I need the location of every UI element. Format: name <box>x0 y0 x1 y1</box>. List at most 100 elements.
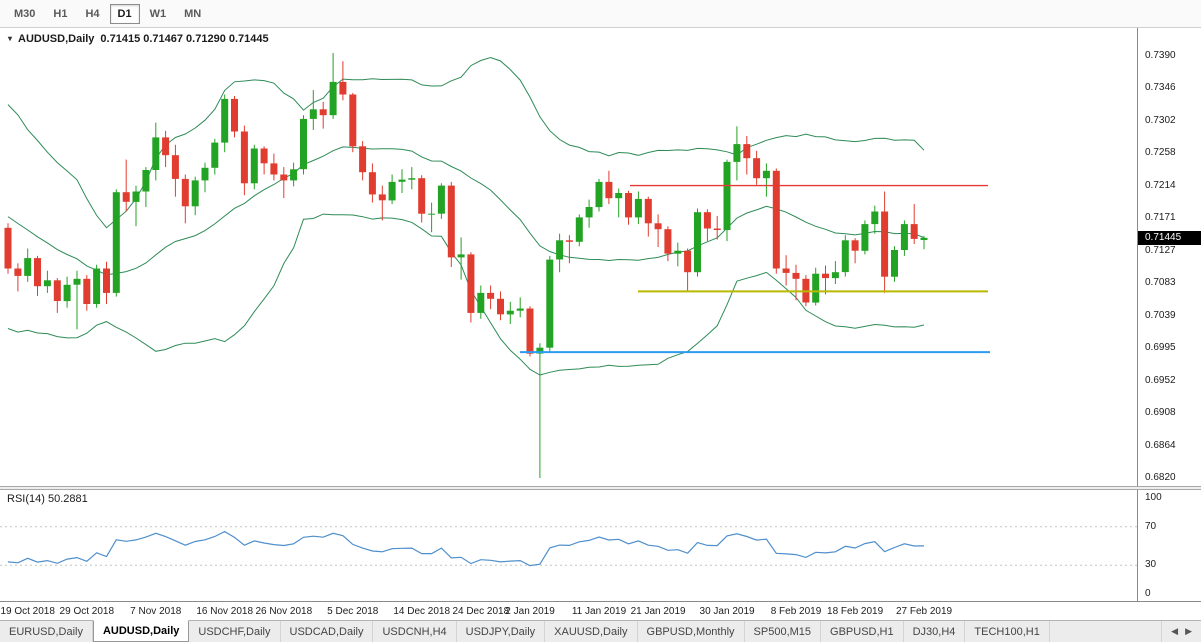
candle-body <box>723 161 731 230</box>
candle-body <box>713 228 721 230</box>
timeframe-button-w1[interactable]: W1 <box>149 7 167 20</box>
chart-tab-sp500-m15[interactable]: SP500,M15 <box>744 621 822 642</box>
candle-body <box>73 278 81 285</box>
candle-body <box>231 98 238 132</box>
candle-body <box>487 292 495 299</box>
candle-body <box>329 81 337 116</box>
candle-body <box>565 240 573 242</box>
time-axis-label: 8 Feb 2019 <box>770 606 822 617</box>
time-axis-label: 24 Dec 2018 <box>452 606 510 617</box>
candle-body <box>34 258 41 287</box>
candle-body <box>585 207 593 218</box>
candle-body <box>378 194 386 201</box>
candle-body <box>674 250 682 254</box>
one-click-trading-arrow-icon[interactable]: ▾ <box>8 34 13 43</box>
candle-body <box>891 250 898 277</box>
candle-body <box>447 185 455 258</box>
chart-tab-bar: EURUSD,Daily AUDUSD,Daily USDCHF,Daily USDC… <box>0 620 1201 642</box>
candle-body <box>497 298 504 315</box>
rsi-axis-label: 0 <box>1145 588 1151 599</box>
candle-body <box>240 131 248 184</box>
candle-body <box>398 179 406 182</box>
candle-body <box>319 109 327 116</box>
rsi-axis-label: 70 <box>1145 520 1157 532</box>
timeframe-button-mn[interactable]: MN <box>184 7 202 20</box>
candle-body <box>556 240 564 260</box>
candle-body <box>309 109 317 119</box>
candle-body <box>861 224 869 251</box>
timeframe-button-m30[interactable]: M30 <box>14 7 36 20</box>
candle-body <box>250 148 258 184</box>
chart-tab-tech100-h1[interactable]: TECH100,H1 <box>965 621 1050 642</box>
candle-body <box>743 144 751 159</box>
candle-body <box>792 272 800 279</box>
candle-body <box>881 211 889 277</box>
chart-tab-xauusd-daily[interactable]: XAUUSD,Daily <box>545 621 638 642</box>
candle-body <box>339 81 347 95</box>
candle-body <box>851 240 859 251</box>
candle-body <box>24 258 32 276</box>
rsi-axis[interactable]: 100 70 30 0 <box>1137 490 1201 601</box>
chart-tab-dj30-h4[interactable]: DJ30,H4 <box>903 621 966 642</box>
chart-tab-usdcnh-h4[interactable]: USDCNH,H4 <box>373 621 457 642</box>
time-axis-label: 26 Nov 2018 <box>255 606 313 617</box>
candle-body <box>388 181 396 201</box>
candle-body <box>516 308 524 311</box>
candle-body <box>4 227 12 269</box>
candle-body <box>477 292 485 313</box>
price-axis-label: 0.7302 <box>1145 114 1176 126</box>
price-axis-label: 0.6820 <box>1145 472 1176 483</box>
candle-body <box>595 181 603 208</box>
candle-body <box>762 170 770 179</box>
candle-body <box>290 169 298 181</box>
time-axis-label: 29 Oct 2018 <box>59 606 115 617</box>
price-chart-canvas[interactable] <box>0 28 1137 486</box>
chart-tab-gbpusd-h1[interactable]: GBPUSD,H1 <box>821 621 904 642</box>
time-axis-label: 7 Nov 2018 <box>130 606 182 617</box>
candle-body <box>181 178 189 207</box>
time-axis-label: 14 Dec 2018 <box>393 606 451 617</box>
rsi-line <box>7 530 925 567</box>
candle-body <box>920 237 928 240</box>
candle-body <box>428 213 436 215</box>
rsi-canvas[interactable] <box>0 490 1137 601</box>
candle-body <box>900 224 908 250</box>
pane-splitter[interactable] <box>0 486 1201 490</box>
timeframe-button-d1[interactable]: D1 <box>109 3 140 24</box>
chart-tab-audusd-daily[interactable]: AUDUSD,Daily <box>92 620 190 642</box>
candle-body <box>43 280 51 287</box>
time-axis[interactable]: 19 Oct 2018 29 Oct 2018 7 Nov 2018 16 Nov 2… <box>0 601 1201 620</box>
candle-body <box>53 280 61 301</box>
candle-body <box>221 98 229 143</box>
tab-scroll-left-icon[interactable]: ◀ <box>1171 626 1179 636</box>
candle-body <box>93 268 101 304</box>
price-axis[interactable]: 0.7390 0.7346 0.7302 0.7258 0.7214 0.7171 0.71… <box>1137 28 1201 486</box>
candle-body <box>684 250 692 273</box>
chart-tab-usdchf-daily[interactable]: USDCHF,Daily <box>189 621 281 642</box>
candle-body <box>142 170 150 192</box>
chart-tab-eurusd-daily[interactable]: EURUSD,Daily <box>0 621 93 642</box>
price-axis-label: 0.6864 <box>1145 439 1176 451</box>
candle-body <box>467 254 475 313</box>
time-axis-label: 19 Oct 2018 <box>0 606 55 617</box>
timeframe-button-h4[interactable]: H4 <box>85 7 100 20</box>
timeframe-button-h1[interactable]: H1 <box>53 7 68 20</box>
time-axis-label: 21 Jan 2019 <box>630 606 686 617</box>
chart-tab-gbpusd-monthly[interactable]: GBPUSD,Monthly <box>637 621 745 642</box>
candle-body <box>812 273 820 303</box>
candle-body <box>546 259 554 348</box>
candle-body <box>831 272 839 279</box>
candle-body <box>201 167 209 181</box>
candle-body <box>822 273 829 279</box>
price-axis-label: 0.7258 <box>1145 147 1176 159</box>
chart-tab-usdcad-daily[interactable]: USDCAD,Daily <box>280 621 374 642</box>
candle-body <box>191 180 199 207</box>
tab-scroll-right-icon[interactable]: ▶ <box>1185 626 1192 636</box>
candle-body <box>63 284 71 302</box>
candle-body <box>654 223 662 230</box>
chart-tab-usdjpy-daily[interactable]: USDJPY,Daily <box>456 621 546 642</box>
candle-body <box>152 137 160 170</box>
candle-body <box>457 254 465 258</box>
candle-body <box>871 211 879 225</box>
candle-body <box>359 146 367 173</box>
